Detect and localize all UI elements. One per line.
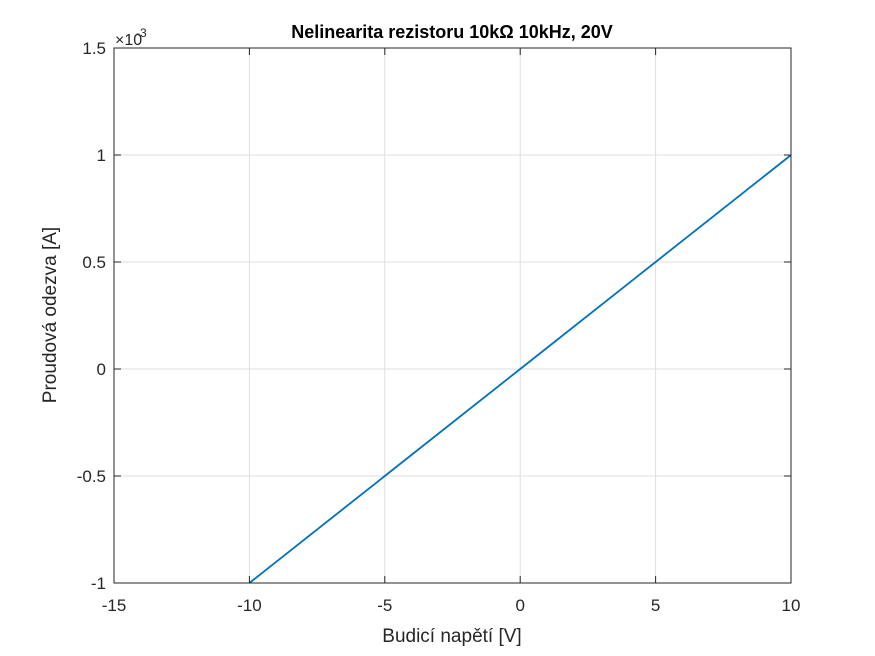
y-tick-label: 1.5 (82, 39, 106, 58)
y-tick-label: 0 (97, 360, 106, 379)
y-tick-label: -1 (91, 574, 106, 593)
x-tick-label: -10 (237, 596, 262, 615)
series-line (248, 154, 792, 584)
y-exponent-base: ×10 (115, 32, 142, 49)
y-tick-label: 0.5 (82, 253, 106, 272)
y-ticks: -1 -0.5 0 0.5 1 1.5 (77, 39, 791, 593)
y-tick-label: -0.5 (77, 467, 106, 486)
x-tick-label: 0 (515, 596, 524, 615)
chart-title: Nelinearita rezistoru 10kΩ 10kHz, 20V (291, 22, 613, 42)
y-tick-label: 1 (97, 146, 106, 165)
x-tick-label: -5 (377, 596, 392, 615)
x-tick-label: 5 (651, 596, 660, 615)
axes-box (113, 47, 792, 584)
series-layer (248, 154, 792, 584)
y-exponent-label: ×10 -3 (115, 26, 147, 49)
plot-area: -15 -10 -5 0 5 10 -1 -0.5 0 0.5 1 1.5 (77, 39, 801, 615)
y-exponent-power: -3 (136, 26, 147, 40)
x-tick-label: -15 (102, 596, 127, 615)
x-axis-label: Budicí napětí [V] (382, 626, 521, 647)
y-axis-label: Proudová odezva [A] (40, 227, 61, 403)
x-ticks: -15 -10 -5 0 5 10 (102, 48, 801, 615)
x-tick-label: 10 (782, 596, 801, 615)
axes-background (114, 48, 791, 583)
